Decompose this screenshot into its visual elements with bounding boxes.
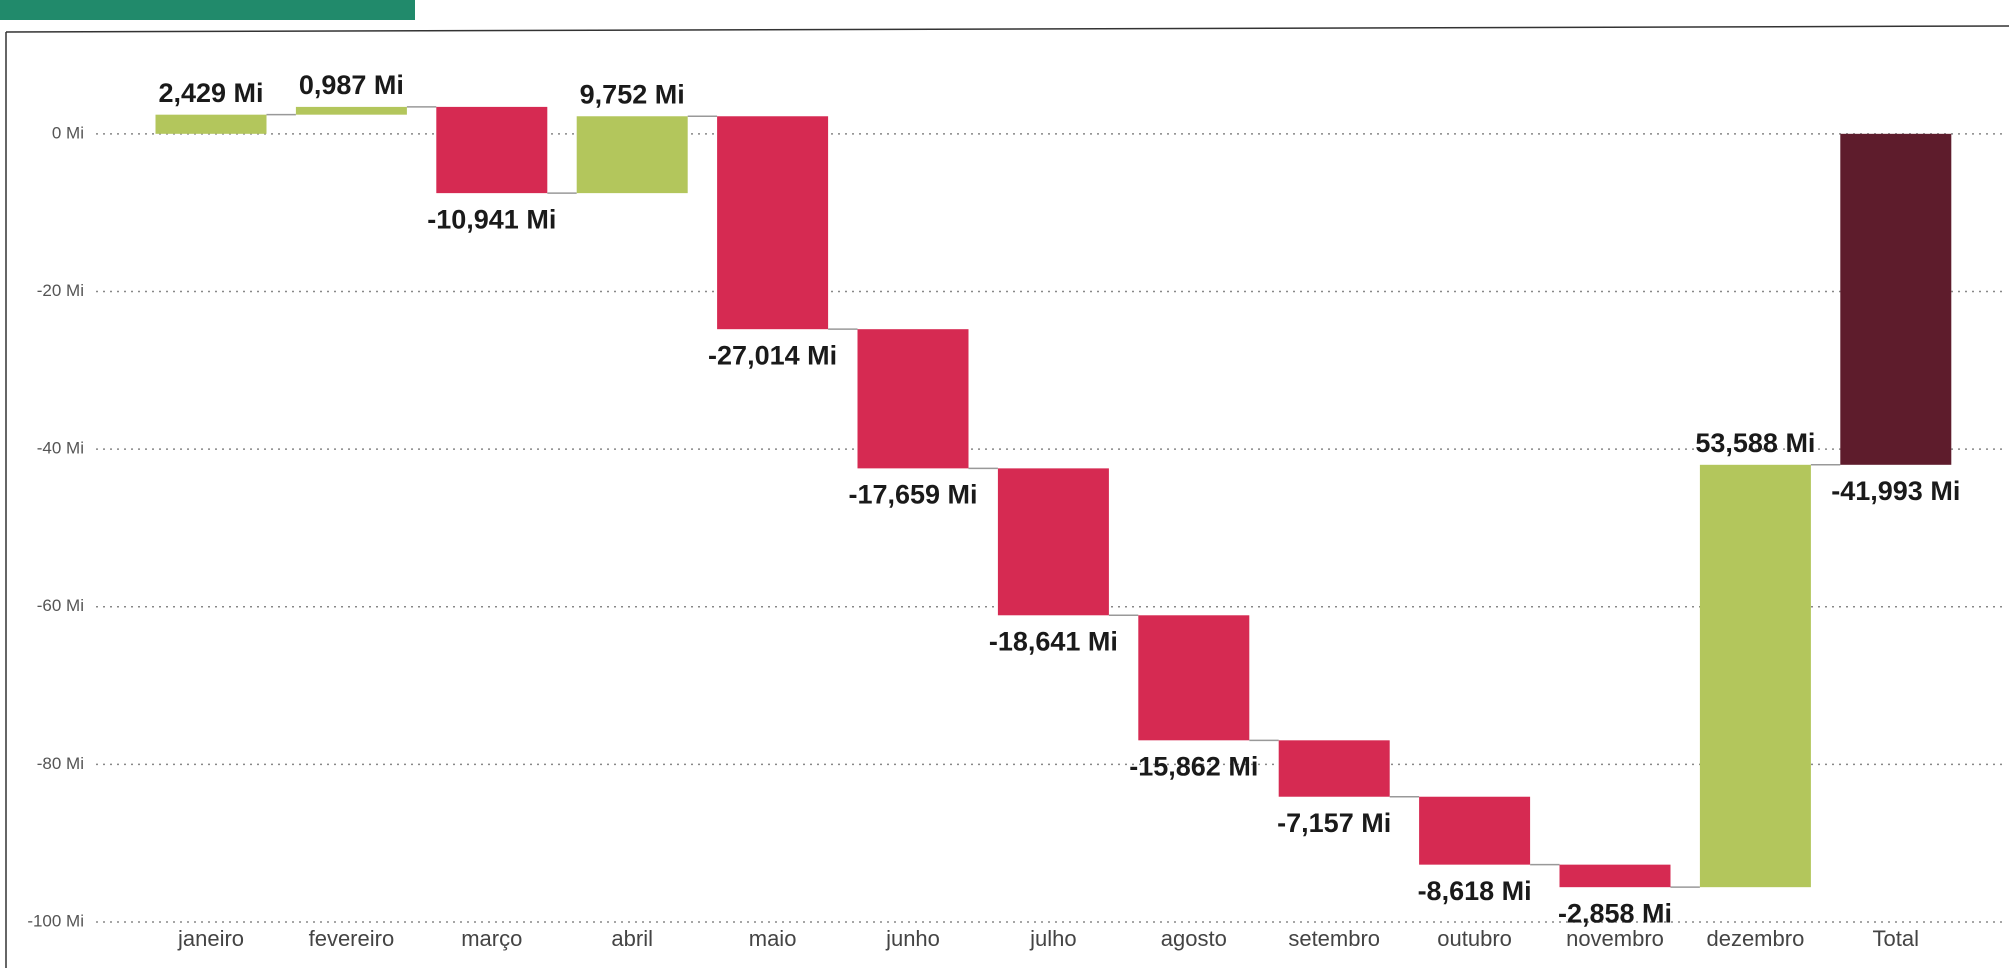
frame-top bbox=[5, 25, 2009, 33]
value-label: -2,858 Mi bbox=[1558, 898, 1672, 928]
bar bbox=[576, 116, 688, 194]
value-label: -7,157 Mi bbox=[1277, 808, 1391, 838]
x-tick-label: fevereiro bbox=[309, 926, 395, 951]
value-label: -27,014 Mi bbox=[708, 340, 837, 370]
x-tick-label: julho bbox=[1029, 926, 1076, 951]
value-label: 0,987 Mi bbox=[299, 70, 404, 100]
bar bbox=[1138, 615, 1250, 741]
bar bbox=[295, 106, 407, 115]
x-tick-label: dezembro bbox=[1706, 926, 1804, 951]
bar bbox=[155, 114, 267, 134]
y-tick-label: -100 Mi bbox=[27, 911, 84, 930]
y-tick-label: -20 Mi bbox=[37, 281, 84, 300]
value-label: -17,659 Mi bbox=[848, 479, 977, 509]
bar bbox=[997, 468, 1109, 616]
x-tick-label: março bbox=[461, 926, 522, 951]
bar bbox=[1699, 464, 1811, 888]
value-label: 9,752 Mi bbox=[580, 79, 685, 109]
value-label: -41,993 Mi bbox=[1831, 476, 1960, 506]
y-tick-label: -60 Mi bbox=[37, 596, 84, 615]
header-tab bbox=[0, 0, 415, 20]
x-tick-label: agosto bbox=[1161, 926, 1227, 951]
bar bbox=[436, 106, 548, 194]
value-label: 53,588 Mi bbox=[1695, 428, 1815, 458]
bar bbox=[1559, 864, 1671, 888]
bar bbox=[857, 329, 969, 469]
bar bbox=[1419, 796, 1531, 865]
value-label: -10,941 Mi bbox=[427, 204, 556, 234]
y-tick-label: -40 Mi bbox=[37, 439, 84, 458]
bar bbox=[717, 116, 829, 330]
x-tick-label: janeiro bbox=[177, 926, 244, 951]
value-label: -18,641 Mi bbox=[989, 626, 1118, 656]
x-tick-label: outubro bbox=[1437, 926, 1512, 951]
y-tick-label: 0 Mi bbox=[52, 123, 84, 142]
value-label: -15,862 Mi bbox=[1129, 751, 1258, 781]
x-tick-label: Total bbox=[1873, 926, 1919, 951]
x-tick-label: junho bbox=[885, 926, 940, 951]
x-tick-label: setembro bbox=[1288, 926, 1380, 951]
x-tick-label: maio bbox=[749, 926, 797, 951]
y-tick-label: -80 Mi bbox=[37, 754, 84, 773]
x-tick-label: novembro bbox=[1566, 926, 1664, 951]
x-tick-label: abril bbox=[611, 926, 653, 951]
value-label: 2,429 Mi bbox=[158, 78, 263, 108]
value-label: -8,618 Mi bbox=[1418, 876, 1532, 906]
bar bbox=[1840, 133, 1952, 465]
bar bbox=[1278, 740, 1390, 797]
